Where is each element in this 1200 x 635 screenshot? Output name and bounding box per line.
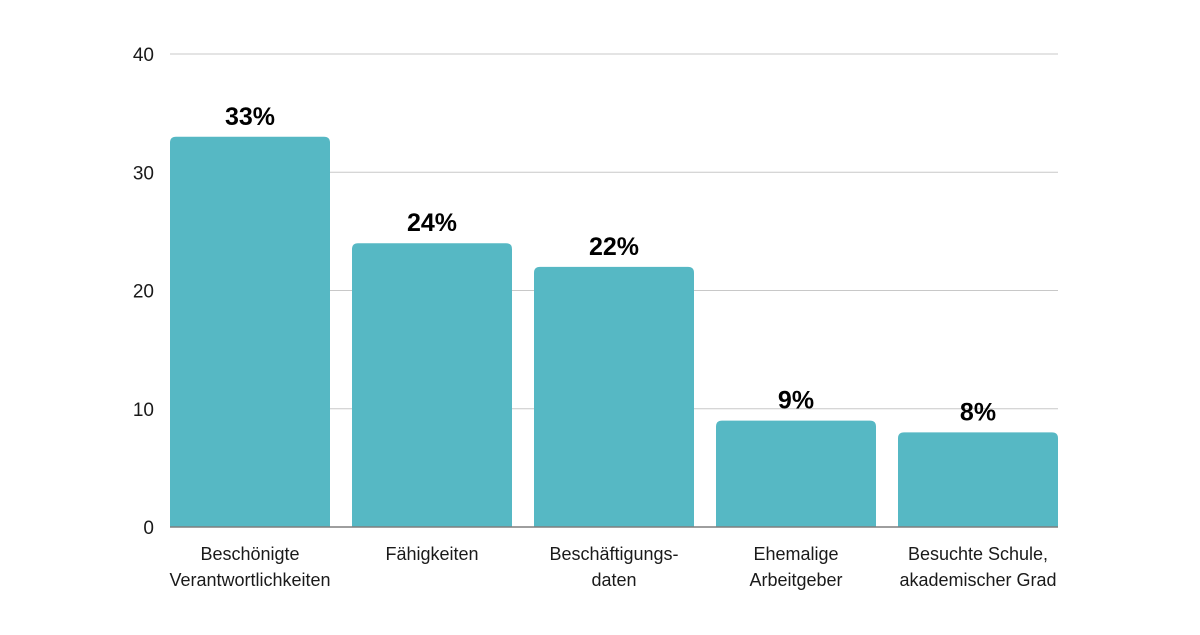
bar bbox=[534, 266, 694, 527]
bar bbox=[170, 136, 330, 527]
y-tick-label: 0 bbox=[143, 518, 154, 539]
category-label: Fähigkeiten bbox=[385, 544, 478, 564]
bar bbox=[898, 432, 1058, 527]
data-labels: 33% 24% 22% 9% 8% bbox=[225, 103, 996, 427]
category-label-line: Fähigkeiten bbox=[385, 544, 478, 564]
category-label-line: Ehemalige bbox=[753, 544, 838, 564]
category-label-line: Arbeitgeber bbox=[749, 570, 842, 590]
category-label: Beschäftigungs-daten bbox=[549, 544, 678, 590]
y-tick-label: 20 bbox=[133, 282, 154, 303]
category-label: Ehemalige Arbeitgeber bbox=[749, 544, 842, 590]
category-label-line: Beschäftigungs- bbox=[549, 544, 678, 564]
y-tick-label: 30 bbox=[133, 163, 154, 184]
bars bbox=[170, 136, 1058, 527]
category-label-line: akademischer Grad bbox=[899, 570, 1056, 590]
data-label: 9% bbox=[778, 387, 814, 415]
category-label-line: daten bbox=[591, 570, 636, 590]
category-label-line: Verantwortlichkeiten bbox=[169, 570, 330, 590]
data-label: 22% bbox=[589, 233, 639, 261]
data-label: 33% bbox=[225, 103, 275, 131]
category-label-line: Besuchte Schule, bbox=[908, 544, 1048, 564]
data-label: 24% bbox=[407, 209, 457, 237]
category-label: Besuchte Schule, akademischer Grad bbox=[899, 544, 1056, 590]
data-label: 8% bbox=[960, 398, 996, 426]
y-axis-ticks: 0 10 20 30 40 bbox=[133, 45, 154, 539]
y-tick-label: 10 bbox=[133, 400, 154, 421]
bar bbox=[352, 243, 512, 527]
y-tick-label: 40 bbox=[133, 45, 154, 66]
category-label-line: Beschönigte bbox=[200, 544, 299, 564]
category-label: Beschönigte Verantwortlichkeiten bbox=[169, 544, 330, 590]
category-labels: Beschönigte Verantwortlichkeiten Fähigkeit… bbox=[169, 544, 1056, 590]
bar bbox=[716, 420, 876, 527]
